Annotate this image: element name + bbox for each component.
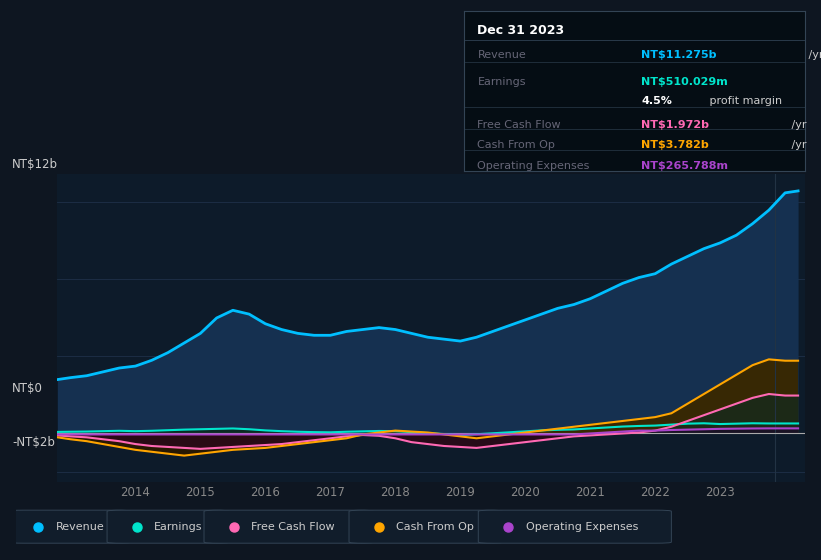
Text: Dec 31 2023: Dec 31 2023 xyxy=(478,24,565,37)
Text: NT$3.782b: NT$3.782b xyxy=(641,141,709,151)
Text: NT$510.029m: NT$510.029m xyxy=(641,77,727,87)
Text: Free Cash Flow: Free Cash Flow xyxy=(251,522,335,531)
Text: Cash From Op: Cash From Op xyxy=(478,141,555,151)
Text: Operating Expenses: Operating Expenses xyxy=(525,522,638,531)
Text: Earnings: Earnings xyxy=(478,77,526,87)
Text: Cash From Op: Cash From Op xyxy=(397,522,475,531)
Text: NT$265.788m: NT$265.788m xyxy=(641,161,728,171)
Text: /yr: /yr xyxy=(788,141,807,151)
Text: NT$0: NT$0 xyxy=(12,381,44,395)
FancyBboxPatch shape xyxy=(8,510,131,543)
Text: /yr: /yr xyxy=(805,49,821,59)
Text: Revenue: Revenue xyxy=(56,522,104,531)
Text: /yr: /yr xyxy=(788,120,807,130)
FancyBboxPatch shape xyxy=(107,510,229,543)
Text: -NT$2b: -NT$2b xyxy=(12,436,55,449)
FancyBboxPatch shape xyxy=(204,510,374,543)
Text: profit margin: profit margin xyxy=(706,96,782,106)
Text: 4.5%: 4.5% xyxy=(641,96,672,106)
Text: Operating Expenses: Operating Expenses xyxy=(478,161,589,171)
Text: Revenue: Revenue xyxy=(478,49,526,59)
Text: NT$12b: NT$12b xyxy=(12,158,58,171)
FancyBboxPatch shape xyxy=(349,510,502,543)
Text: NT$11.275b: NT$11.275b xyxy=(641,49,717,59)
Text: Earnings: Earnings xyxy=(154,522,203,531)
Text: Free Cash Flow: Free Cash Flow xyxy=(478,120,561,130)
Text: NT$1.972b: NT$1.972b xyxy=(641,120,709,130)
FancyBboxPatch shape xyxy=(479,510,672,543)
